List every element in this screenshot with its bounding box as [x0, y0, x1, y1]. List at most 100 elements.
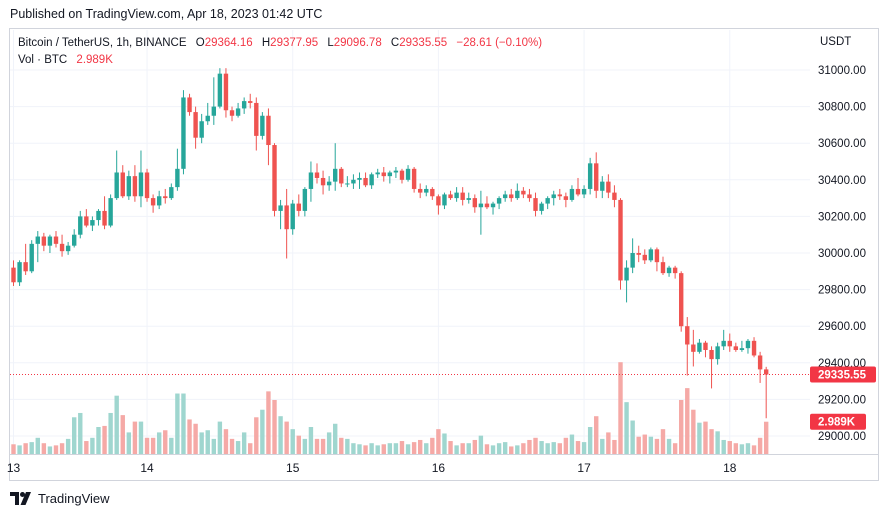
volume-title[interactable]: Vol · BTC [18, 54, 68, 66]
candle-body [235, 108, 241, 116]
candle-body [223, 73, 229, 111]
candle-body [41, 236, 47, 246]
volume-bar [290, 429, 295, 454]
volume-bar [460, 443, 465, 454]
candle-body [745, 340, 751, 349]
candle-body [181, 97, 186, 169]
candle-body [17, 262, 22, 283]
candle [721, 329, 726, 350]
candle [90, 216, 95, 232]
volume-bar [672, 443, 678, 454]
candle [211, 77, 217, 125]
candle [521, 187, 526, 199]
candle [132, 165, 138, 202]
candle [703, 340, 708, 358]
candle [114, 150, 119, 200]
candle [296, 194, 301, 217]
candle-body [120, 172, 125, 197]
volume-bar [757, 437, 763, 454]
candle [697, 339, 702, 354]
candle-body [436, 196, 441, 206]
candle-body [539, 203, 544, 211]
candle [557, 188, 562, 200]
candle [430, 187, 435, 200]
candle-body [739, 348, 745, 350]
time-axis[interactable]: 13 14 15 16 17 18 [7, 461, 737, 475]
candle-body [763, 369, 769, 375]
volume-bar [527, 439, 532, 454]
candle-body [114, 172, 119, 199]
candle [606, 174, 611, 199]
price-tick-label: 29600.00 [818, 321, 866, 333]
candle-body [205, 115, 210, 122]
candle-body [96, 210, 101, 221]
candle [515, 183, 520, 200]
volume-bar [430, 437, 435, 454]
candle-body [666, 267, 672, 274]
candle [333, 143, 338, 191]
candle-body [515, 190, 520, 199]
candle-body [381, 172, 386, 177]
candle [96, 209, 101, 226]
candle-body [393, 170, 399, 173]
candle-body [679, 273, 684, 327]
last-price-label: 29335.55 [818, 370, 867, 382]
volume-bar [193, 423, 198, 454]
volume-bar [11, 444, 16, 454]
candle-body [417, 188, 423, 193]
volume-bar [381, 444, 386, 454]
candle-body [405, 168, 411, 180]
volume-bar [260, 409, 265, 454]
candle-body [29, 243, 34, 272]
volume-bar [666, 438, 672, 454]
price-tick-label: 30800.00 [818, 102, 866, 114]
volume-bar [551, 442, 556, 454]
candle [144, 168, 150, 202]
volume-bar [424, 443, 429, 454]
candle-body [411, 168, 417, 189]
candle-body [600, 181, 605, 191]
candle [739, 340, 745, 352]
price-tick-label: 29000.00 [818, 431, 866, 443]
volume-bar [314, 438, 320, 454]
volume-bar [187, 419, 192, 454]
tradingview-logo-icon [10, 492, 31, 505]
volume-bar [709, 429, 714, 454]
volume-bar [254, 417, 259, 454]
volume-bar [733, 443, 739, 454]
symbol-title[interactable]: Bitcoin / TetherUS, 1h, BINANCE [18, 37, 187, 49]
price-axis[interactable]: 29000.0029200.0029400.0029600.0029800.00… [818, 65, 866, 443]
volume-bar [114, 395, 119, 454]
candle-body [248, 101, 253, 103]
price-tick-label: 30200.00 [818, 211, 866, 223]
candle-body [454, 192, 459, 199]
candle [17, 260, 22, 286]
volume-bar [47, 446, 53, 454]
candle-body [472, 198, 478, 208]
volume-bar [654, 438, 660, 454]
candle-body [581, 188, 587, 195]
candle [691, 329, 696, 367]
volume-bar [763, 421, 769, 454]
candle-body [296, 203, 301, 211]
volume-bar [703, 421, 708, 454]
ohlc-row: Bitcoin / TetherUS, 1h, BINANCE O29364.1… [18, 35, 542, 52]
candle-body [430, 188, 435, 197]
candle [484, 196, 490, 210]
candle [375, 168, 380, 178]
candle-body [175, 168, 180, 188]
candle [47, 234, 53, 253]
candle-body [187, 97, 192, 113]
candle [84, 209, 89, 228]
candle [193, 106, 198, 149]
candle-body [156, 196, 162, 206]
candle-body [169, 187, 174, 199]
volume-bar [308, 427, 314, 454]
footer-brand-label: TradingView [38, 491, 110, 506]
candle-body [357, 177, 362, 180]
volume-bar [175, 393, 180, 454]
candle-body [108, 198, 113, 226]
candle-body [272, 145, 277, 211]
footer-brand[interactable]: TradingView [10, 491, 110, 506]
